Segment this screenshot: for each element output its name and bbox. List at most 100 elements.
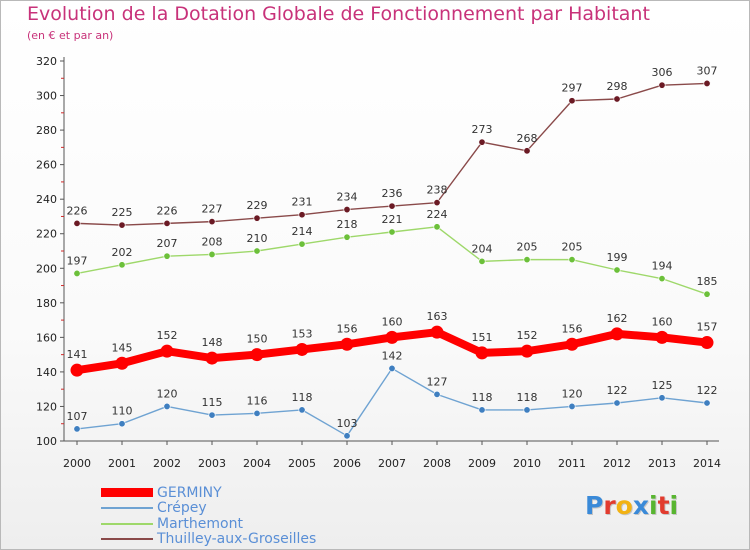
x-tick-label: 2004 bbox=[243, 457, 271, 470]
data-label-thuilley-aux-groseilles: 229 bbox=[247, 199, 268, 212]
data-point-germiny bbox=[160, 344, 174, 358]
data-label-marthemont: 210 bbox=[247, 232, 268, 245]
y-tick-label: 300 bbox=[36, 90, 57, 103]
logo-letter: x bbox=[632, 491, 649, 520]
y-tick-label: 240 bbox=[36, 193, 57, 206]
data-label-cr-pey: 116 bbox=[247, 394, 268, 407]
data-point-cr-pey bbox=[253, 409, 261, 417]
legend-swatch bbox=[101, 488, 153, 498]
data-label-thuilley-aux-groseilles: 225 bbox=[112, 206, 133, 219]
data-label-thuilley-aux-groseilles: 297 bbox=[562, 82, 583, 95]
legend-item-cr-pey: Crépey bbox=[101, 501, 316, 517]
y-tick-label: 120 bbox=[36, 400, 57, 413]
data-label-marthemont: 214 bbox=[292, 225, 313, 238]
data-label-marthemont: 207 bbox=[157, 237, 178, 250]
data-point-germiny bbox=[250, 348, 264, 362]
data-point-thuilley-aux-groseilles bbox=[568, 97, 576, 105]
data-label-thuilley-aux-groseilles: 226 bbox=[157, 204, 178, 217]
x-tick-label: 2003 bbox=[198, 457, 226, 470]
data-label-germiny: 156 bbox=[562, 322, 583, 335]
data-label-thuilley-aux-groseilles: 298 bbox=[607, 80, 628, 93]
x-tick-label: 2012 bbox=[603, 457, 631, 470]
data-point-germiny bbox=[430, 325, 444, 339]
data-label-cr-pey: 120 bbox=[157, 387, 178, 400]
data-point-cr-pey bbox=[73, 425, 81, 433]
data-point-marthemont bbox=[343, 233, 351, 241]
data-point-germiny bbox=[475, 346, 489, 360]
data-point-thuilley-aux-groseilles bbox=[253, 214, 261, 222]
data-point-cr-pey bbox=[388, 364, 396, 372]
data-point-thuilley-aux-groseilles bbox=[298, 211, 306, 219]
x-tick-label: 2008 bbox=[423, 457, 451, 470]
data-label-marthemont: 204 bbox=[472, 242, 493, 255]
data-label-germiny: 163 bbox=[427, 310, 448, 323]
x-tick-label: 2006 bbox=[333, 457, 361, 470]
data-label-cr-pey: 118 bbox=[292, 391, 313, 404]
x-tick-label: 2005 bbox=[288, 457, 316, 470]
x-tick-label: 2013 bbox=[648, 457, 676, 470]
data-point-marthemont bbox=[613, 266, 621, 274]
logo-letter: r bbox=[603, 491, 616, 520]
data-label-cr-pey: 127 bbox=[427, 375, 448, 388]
x-tick-label: 2000 bbox=[63, 457, 91, 470]
data-label-cr-pey: 122 bbox=[697, 384, 718, 397]
data-point-thuilley-aux-groseilles bbox=[163, 219, 171, 227]
data-point-germiny bbox=[205, 351, 219, 365]
legend-label: Crépey bbox=[157, 500, 207, 517]
data-label-cr-pey: 122 bbox=[607, 384, 628, 397]
y-tick-label: 260 bbox=[36, 159, 57, 172]
data-point-germiny bbox=[115, 356, 129, 370]
data-point-thuilley-aux-groseilles bbox=[73, 219, 81, 227]
data-label-marthemont: 185 bbox=[697, 275, 718, 288]
data-label-germiny: 157 bbox=[697, 321, 718, 334]
data-point-germiny bbox=[610, 327, 624, 341]
data-point-germiny bbox=[70, 363, 84, 377]
legend-swatch bbox=[101, 507, 153, 510]
legend-swatch bbox=[101, 522, 153, 525]
data-label-cr-pey: 107 bbox=[67, 410, 88, 423]
chart-subtitle: (en € et par an) bbox=[27, 29, 114, 42]
data-point-cr-pey bbox=[208, 411, 216, 419]
logo-letter: i bbox=[669, 491, 679, 520]
data-label-marthemont: 221 bbox=[382, 213, 403, 226]
x-tick-label: 2010 bbox=[513, 457, 541, 470]
data-label-germiny: 145 bbox=[112, 341, 133, 354]
data-point-marthemont bbox=[523, 256, 531, 264]
legend-label: GERMINY bbox=[157, 484, 222, 501]
data-label-thuilley-aux-groseilles: 234 bbox=[337, 191, 358, 204]
data-label-thuilley-aux-groseilles: 307 bbox=[697, 64, 718, 77]
data-label-marthemont: 194 bbox=[652, 260, 673, 273]
data-point-germiny bbox=[295, 342, 309, 356]
data-point-cr-pey bbox=[658, 394, 666, 402]
y-tick-label: 100 bbox=[36, 435, 57, 448]
data-label-germiny: 152 bbox=[517, 329, 538, 342]
data-label-germiny: 153 bbox=[292, 327, 313, 340]
data-point-cr-pey bbox=[523, 406, 531, 414]
data-label-marthemont: 197 bbox=[67, 254, 88, 267]
data-point-cr-pey bbox=[298, 406, 306, 414]
data-label-thuilley-aux-groseilles: 236 bbox=[382, 187, 403, 200]
data-point-thuilley-aux-groseilles bbox=[658, 81, 666, 89]
data-point-cr-pey bbox=[343, 432, 351, 440]
data-point-cr-pey bbox=[163, 402, 171, 410]
data-point-marthemont bbox=[433, 223, 441, 231]
legend-label: Thuilley-aux-Groseilles bbox=[157, 531, 317, 548]
data-label-cr-pey: 125 bbox=[652, 379, 673, 392]
legend-item-marthemont: Marthemont bbox=[101, 516, 316, 532]
data-point-marthemont bbox=[298, 240, 306, 248]
data-label-marthemont: 199 bbox=[607, 251, 628, 264]
data-point-cr-pey bbox=[433, 390, 441, 398]
data-point-marthemont bbox=[703, 290, 711, 298]
data-label-germiny: 151 bbox=[472, 331, 493, 344]
data-point-germiny bbox=[565, 337, 579, 351]
y-tick-label: 320 bbox=[36, 55, 57, 68]
data-label-thuilley-aux-groseilles: 226 bbox=[67, 204, 88, 217]
x-tick-label: 2014 bbox=[693, 457, 721, 470]
data-point-cr-pey bbox=[703, 399, 711, 407]
x-tick-label: 2011 bbox=[558, 457, 586, 470]
data-point-germiny bbox=[700, 336, 714, 350]
data-point-thuilley-aux-groseilles bbox=[523, 147, 531, 155]
data-label-marthemont: 218 bbox=[337, 218, 358, 231]
